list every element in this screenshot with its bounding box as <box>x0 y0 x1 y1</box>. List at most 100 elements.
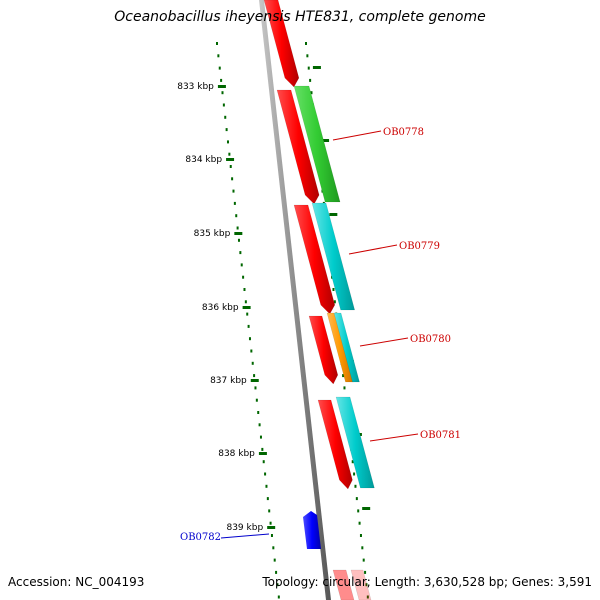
scale-dot-outer <box>343 386 346 390</box>
gene-label-leader <box>369 433 419 442</box>
scale-dot-inner <box>273 558 276 562</box>
scale-dot-inner <box>218 66 221 70</box>
scale-dot-inner <box>244 300 247 304</box>
scale-dot-inner <box>257 411 260 414</box>
scale-dot-inner <box>220 78 223 82</box>
map-title: Oceanobacillus iheyensis HTE831, complet… <box>114 9 486 25</box>
scale-dot-outer <box>358 521 361 525</box>
gene-label-leader <box>332 130 382 141</box>
scale-labels: 833 kbp 834 kbp 835 kbp 836 kbp 837 kbp 838 k… <box>177 82 263 533</box>
scale-dot-outer <box>333 300 336 304</box>
cog-block-cyan <box>333 312 360 383</box>
gene-label-leader <box>359 337 409 347</box>
scale-dot-outer <box>307 66 310 70</box>
scale-dot-outer <box>364 570 367 574</box>
scale-dot-inner <box>264 472 267 476</box>
scale-label: 838 kbp <box>218 449 255 459</box>
gene-label: OB0781 <box>420 430 461 441</box>
forward-cds-block <box>350 569 372 600</box>
scale-dot-outer <box>305 42 307 45</box>
scale-dot-inner <box>216 42 218 45</box>
major-tick-inner <box>226 158 235 161</box>
scale-dot-outer <box>309 78 312 82</box>
scale-dot-inner <box>262 460 265 464</box>
scale-dot-inner <box>265 484 268 488</box>
scale-dot-inner <box>277 595 280 599</box>
scale-dot-inner <box>237 238 240 242</box>
scale-dot-inner <box>276 583 279 587</box>
cog-block-cyan <box>311 202 356 311</box>
scale-dot-inner <box>224 115 227 119</box>
scale-dot-outer <box>306 54 309 58</box>
forward-cds-block <box>332 569 355 600</box>
scale-dot-outer <box>362 558 365 562</box>
scale-dot-inner <box>246 312 249 316</box>
scale-dot-inner <box>266 497 269 501</box>
scale-dot-inner <box>275 570 278 574</box>
scale-dot-outer <box>310 91 313 95</box>
scale-dot-inner <box>228 152 231 156</box>
scale-dot-inner <box>270 534 273 537</box>
major-tick-outer <box>321 139 330 142</box>
gene-label-leader <box>220 533 270 539</box>
accession-label: Accession: NC_004193 <box>8 575 145 589</box>
scale-dot-inner <box>251 361 254 365</box>
major-tick-inner <box>250 379 259 382</box>
scale-dot-inner <box>272 546 275 550</box>
scale-dot-outer <box>354 484 357 488</box>
scale-dot-inner <box>259 435 262 439</box>
scale-dot-inner <box>255 398 258 402</box>
major-tick-inner <box>242 306 251 309</box>
reverse-cds-block <box>303 511 321 549</box>
gene-label: OB0780 <box>410 334 451 345</box>
scale-dot-inner <box>254 386 257 390</box>
scale-dot-inner <box>248 337 251 341</box>
gene-label: OB0779 <box>399 241 440 252</box>
gene-label-leader <box>348 244 398 255</box>
scale-dot-outer <box>353 472 356 476</box>
forward-cds-block <box>276 89 320 205</box>
scale-dot-inner <box>232 189 235 193</box>
major-tick-inner <box>217 85 226 88</box>
scale-dot-outer <box>342 374 345 378</box>
genome-backbone <box>259 0 331 600</box>
scale-dot-inner <box>268 509 271 513</box>
scale-dot-inner <box>253 374 256 378</box>
major-tick-inner <box>258 452 267 455</box>
scale-dot-inner <box>226 140 229 144</box>
scale-dot-outer <box>365 583 368 587</box>
scale-dot-inner <box>239 251 242 255</box>
scale-dot-inner <box>269 521 272 525</box>
cog-category-track <box>293 85 375 489</box>
major-tick-outer <box>329 213 338 216</box>
scale-dot-inner <box>261 447 264 451</box>
scale-dot-inner <box>243 288 246 291</box>
forward-cds-block <box>293 204 336 315</box>
scale-dot-outer <box>332 288 335 291</box>
scale-label: 836 kbp <box>202 303 239 313</box>
forward-cds-block <box>263 0 300 88</box>
scale-label: 833 kbp <box>177 82 214 92</box>
forward-cds-track <box>263 0 372 600</box>
scale-dot-outer <box>357 509 360 513</box>
scale-dot-outer <box>366 595 369 599</box>
forward-cds-block <box>308 315 339 385</box>
major-tick-inner <box>234 232 243 235</box>
cog-block-cyan <box>335 396 375 489</box>
genome-summary: Topology: circular; Length: 3,630,528 bp… <box>262 575 592 589</box>
scale-dot-outer <box>355 497 358 501</box>
major-tick-outer <box>362 507 371 510</box>
scale-dot-inner <box>258 423 261 427</box>
cog-block-green <box>293 85 341 203</box>
scale-dot-inner <box>250 349 253 353</box>
scale-dot-inner <box>235 214 238 218</box>
gene-label: OB0778 <box>383 127 424 138</box>
scale-dot-inner <box>233 201 236 205</box>
scale-label: 835 kbp <box>194 229 231 239</box>
scale-dot-inner <box>217 54 220 58</box>
gene-labels: OB0778 OB0779 OB0780 OB0781 OB0782 <box>180 127 461 543</box>
forward-cds-block <box>317 399 353 490</box>
scale-dot-inner <box>221 91 224 95</box>
scale-dot-inner <box>236 226 239 230</box>
